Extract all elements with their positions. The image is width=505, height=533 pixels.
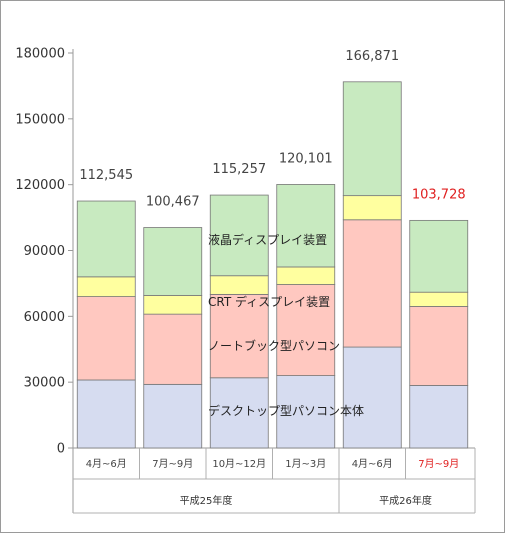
category-label: 10月~12月 <box>212 458 266 470</box>
bar-segment <box>342 81 402 197</box>
category-label: 4月~6月 <box>352 458 393 470</box>
bar-segment <box>76 200 136 278</box>
series-label: 液晶ディスプレイ装置 <box>208 232 327 247</box>
bar-segment <box>209 275 269 295</box>
bar-segment <box>276 375 336 449</box>
category-label: 4月~6月 <box>86 458 127 470</box>
y-tick-label: 150000 <box>15 112 65 127</box>
bar-segment <box>409 219 469 293</box>
category-group-label: 平成25年度 <box>180 494 233 507</box>
bar-segment <box>276 266 336 285</box>
bar-total-label: 103,728 <box>412 187 466 202</box>
category-label: 7月~9月 <box>418 458 459 470</box>
bar-segment <box>409 291 469 307</box>
y-tick-label: 180000 <box>15 47 65 62</box>
y-tick-label: 30000 <box>24 376 65 391</box>
bar-segment <box>342 346 402 449</box>
series-label: CRT ディスプレイ装置 <box>208 294 330 309</box>
bar-segment <box>76 276 136 297</box>
bar-segment <box>76 379 136 449</box>
bar-segment <box>209 194 269 277</box>
category-label: 7月~9月 <box>152 458 193 470</box>
bar-total-label: 100,467 <box>146 195 200 210</box>
series-label: ノートブック型パソコン <box>208 338 340 353</box>
bar-segment <box>409 306 469 386</box>
bar-segment <box>143 227 203 296</box>
bar-total-label: 115,257 <box>212 162 266 177</box>
bar-segment <box>342 219 402 348</box>
series-label: デスクトップ型パソコン本体 <box>208 403 364 418</box>
bar-segment <box>143 383 203 449</box>
bar-total-label: 112,545 <box>79 168 133 183</box>
bar-segment <box>342 195 402 221</box>
bar-segment <box>276 184 336 268</box>
bar-segment <box>76 296 136 381</box>
y-tick-label: 90000 <box>24 244 65 259</box>
y-tick-label: 60000 <box>24 310 65 325</box>
bar-segment <box>143 313 203 385</box>
category-label: 1月~3月 <box>285 458 326 470</box>
bar-segment <box>409 385 469 449</box>
bar-segment <box>276 284 336 376</box>
y-tick-label: 0 <box>57 442 65 457</box>
bar-total-label: 166,871 <box>345 49 399 64</box>
y-tick-label: 120000 <box>15 178 65 193</box>
category-group-label: 平成26年度 <box>379 494 432 507</box>
bar-segment <box>143 295 203 315</box>
bar-total-label: 120,101 <box>279 151 333 166</box>
